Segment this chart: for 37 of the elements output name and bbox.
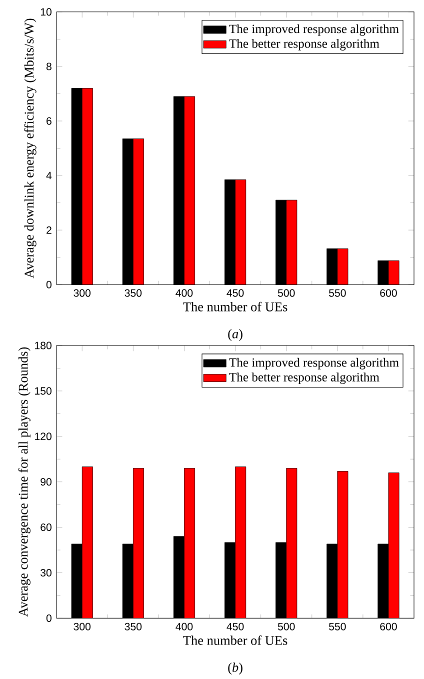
- y-tick-label: 180: [35, 342, 52, 350]
- text: (a): [228, 328, 242, 342]
- legend-label: The improved response algorithm: [229, 358, 399, 370]
- y-tick-label: 0: [46, 280, 52, 288]
- y-tick-label: 90: [40, 478, 52, 486]
- y-axis-title: Average downlink energy efficiency (Mbits/s/W): [24, 18, 36, 278]
- y-tick-label: 30: [40, 569, 52, 576]
- y-tick-label: 0: [46, 614, 52, 622]
- y-axis-title: Average convergence time for all players (Rounds): [18, 347, 30, 617]
- y-tick-label: 60: [40, 524, 52, 532]
- text: (b): [228, 662, 242, 675]
- x-tick-label: 450: [226, 289, 244, 297]
- x-axis-title: The number of UEs: [183, 635, 288, 645]
- x-tick-label: 500: [278, 622, 295, 630]
- x-tick-label: 600: [380, 622, 397, 630]
- x-tick-label: 450: [226, 622, 244, 630]
- x-tick-label: 400: [176, 289, 193, 297]
- y-tick-label: 8: [46, 62, 52, 70]
- legend-label: The better response algorithm: [229, 372, 380, 384]
- y-tick-label: 2: [46, 226, 52, 234]
- x-tick-label: 550: [329, 289, 346, 297]
- x-tick-label: 300: [74, 622, 91, 630]
- y-tick-label: 10: [40, 8, 52, 16]
- legend-label: The better response algorithm: [229, 39, 380, 50]
- legend-label: The improved response algorithm: [229, 24, 399, 36]
- x-tick-label: 500: [278, 289, 295, 297]
- x-tick-label: 550: [329, 622, 346, 630]
- y-tick-label: 4: [46, 172, 52, 180]
- x-tick-label: 350: [124, 289, 142, 297]
- x-tick-label: 350: [124, 622, 142, 630]
- x-tick-label: 400: [176, 622, 193, 630]
- x-tick-label: 300: [74, 289, 91, 297]
- y-tick-label: 120: [35, 432, 52, 440]
- y-tick-label: 150: [35, 387, 52, 395]
- y-tick-label: 6: [46, 117, 52, 125]
- x-tick-label: 600: [380, 289, 397, 297]
- x-axis-title: The number of UEs: [183, 302, 288, 312]
